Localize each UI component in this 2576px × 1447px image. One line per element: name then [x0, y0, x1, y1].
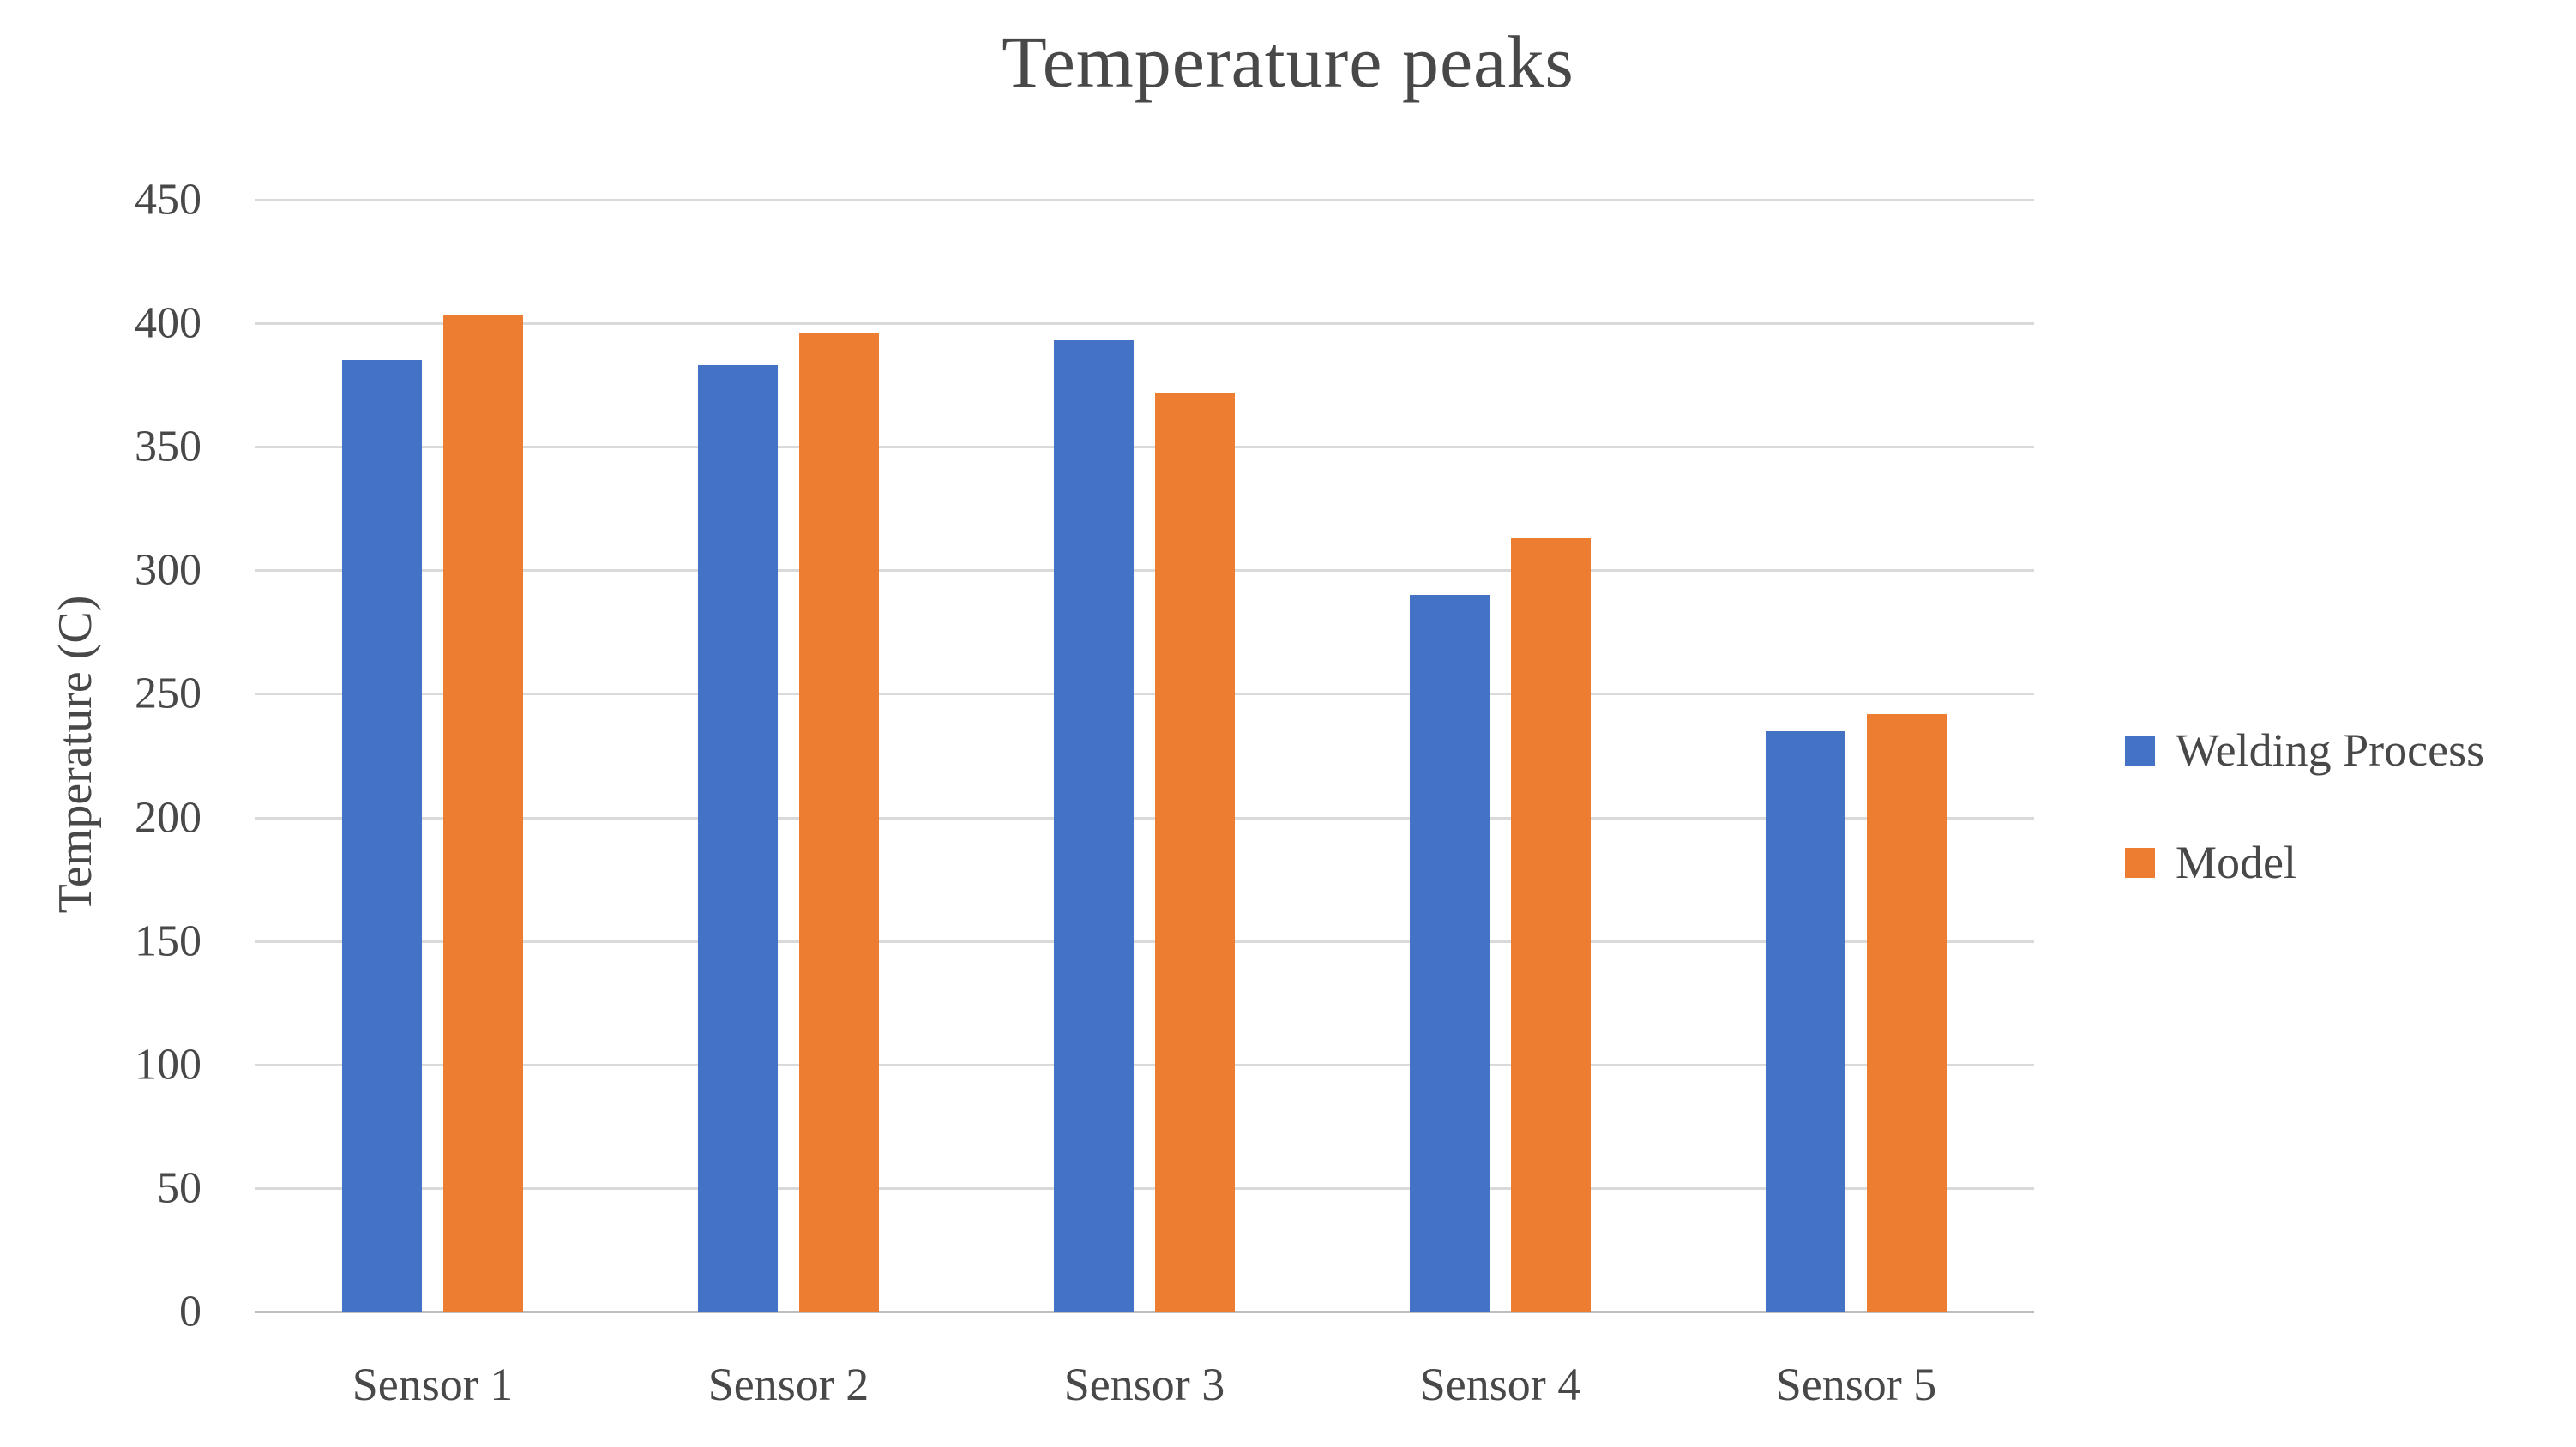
y-tick-label-250: 250	[135, 669, 202, 718]
y-tick-label-50: 50	[157, 1163, 202, 1213]
bar-welding-process-sensor-3	[1054, 340, 1134, 1312]
y-axis-tick-labels: 0 50 100 150 200 250 300 350 400 450	[0, 0, 202, 1447]
gridline-250	[255, 693, 2034, 696]
y-tick-label-450: 450	[135, 175, 202, 225]
x-axis-label-sensor-3: Sensor 3	[1063, 1359, 1225, 1410]
bar-welding-process-sensor-2	[698, 365, 778, 1312]
x-axis-label-sensor-1: Sensor 1	[352, 1359, 514, 1410]
x-axis-label-sensor-4: Sensor 4	[1419, 1359, 1581, 1410]
x-axis-label-sensor-2: Sensor 2	[707, 1359, 870, 1410]
bar-model-sensor-4	[1511, 537, 1591, 1312]
y-tick-label-150: 150	[135, 916, 202, 966]
y-tick-label-0: 0	[179, 1287, 202, 1336]
bar-welding-process-sensor-4	[1410, 595, 1490, 1312]
plot-area	[255, 199, 2034, 1313]
bar-model-sensor-1	[443, 315, 523, 1312]
y-tick-label-400: 400	[135, 298, 202, 348]
bar-model-sensor-3	[1155, 392, 1235, 1312]
chart-title: Temperature peaks	[1002, 21, 1574, 103]
legend-item-welding-process: Welding Process	[2125, 720, 2484, 780]
y-tick-label-200: 200	[135, 793, 202, 843]
bar-model-sensor-2	[799, 333, 879, 1312]
legend: Welding Process Model	[2125, 720, 2484, 945]
y-tick-label-100: 100	[135, 1040, 202, 1090]
gridline-300	[255, 569, 2034, 573]
bar-model-sensor-5	[1867, 713, 1947, 1312]
bar-welding-process-sensor-5	[1766, 730, 1845, 1312]
legend-swatch-model	[2125, 847, 2155, 878]
gridline-200	[255, 816, 2034, 820]
gridline-50	[255, 1186, 2034, 1190]
legend-item-model: Model	[2125, 832, 2484, 892]
x-axis-label-sensor-5: Sensor 5	[1775, 1359, 1937, 1410]
gridline-350	[255, 446, 2034, 449]
legend-swatch-welding-process	[2125, 735, 2155, 766]
bar-welding-process-sensor-1	[342, 360, 422, 1312]
gridline-400	[255, 322, 2034, 326]
gridline-0	[255, 1311, 2034, 1313]
gridline-450	[255, 199, 2034, 201]
y-tick-label-300: 300	[135, 545, 202, 595]
gridline-100	[255, 1063, 2034, 1066]
legend-label-model: Model	[2176, 837, 2296, 888]
legend-label-welding-process: Welding Process	[2176, 724, 2485, 776]
y-tick-label-350: 350	[135, 422, 202, 471]
gridline-150	[255, 940, 2034, 943]
